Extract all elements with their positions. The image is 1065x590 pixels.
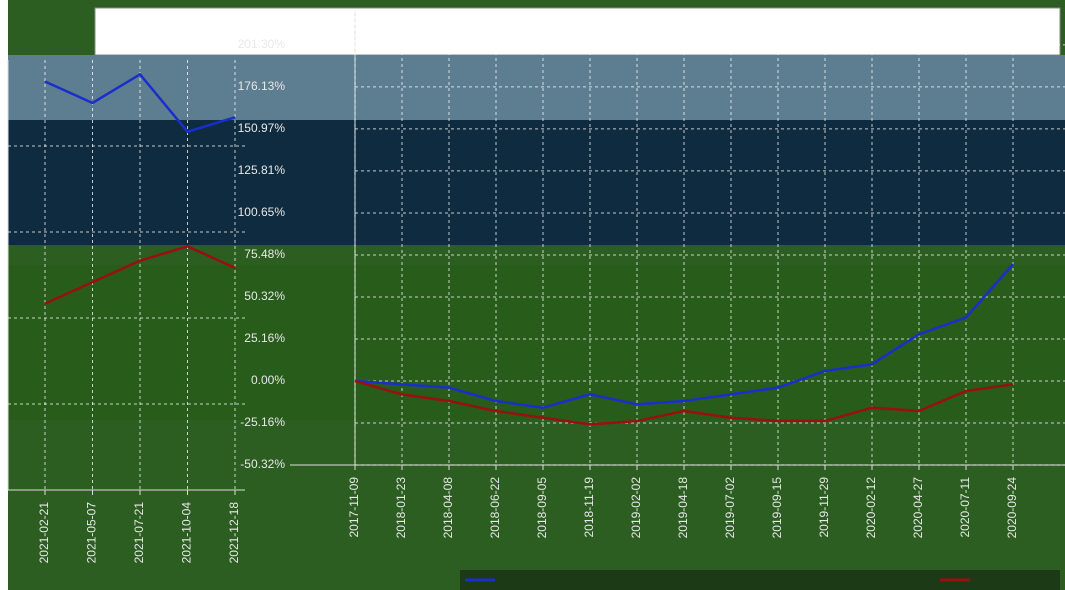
x-tick-label: 2018-01-23 <box>394 477 408 539</box>
x-tick-label: 2021-05-07 <box>85 502 99 564</box>
y-tick-label: 150.97% <box>238 121 286 135</box>
green-panel <box>8 265 1065 420</box>
band-panel <box>8 55 1065 120</box>
x-tick-label: 2020-07-11 <box>958 477 972 538</box>
x-tick-label: 2019-04-18 <box>676 477 690 539</box>
y-tick-label: 25.16% <box>244 331 285 345</box>
y-tick-label: 100.65% <box>238 205 286 219</box>
y-tick-label: 75.48% <box>244 247 285 261</box>
x-tick-label: 2021-10-04 <box>180 502 194 564</box>
series-line <box>44 72 236 134</box>
x-tick-label: 2018-11-19 <box>582 477 596 538</box>
x-tick-label: 2020-02-12 <box>864 477 878 539</box>
x-tick-label: 2021-12-18 <box>227 502 241 564</box>
x-tick-label: 2019-07-02 <box>723 477 737 539</box>
x-tick-label: 2020-04-27 <box>911 477 925 539</box>
y-tick-label: -25.16% <box>240 415 285 429</box>
x-tick-label: 2019-02-02 <box>629 477 643 539</box>
x-tick-label: 2017-11-09 <box>347 477 361 538</box>
legend-panel <box>460 570 1060 590</box>
y-tick-label: 0.00% <box>251 373 285 387</box>
y-tick-label: 201.30% <box>238 37 286 51</box>
series-line <box>354 379 1014 426</box>
x-tick-label: 2019-09-15 <box>770 477 784 539</box>
x-tick-label: 2021-07-21 <box>132 502 146 564</box>
y-tick-label: 50.32% <box>244 289 285 303</box>
left-strip <box>0 0 8 590</box>
x-tick-label: 2020-09-24 <box>1005 477 1019 539</box>
y-tick-label: 176.13% <box>238 79 286 93</box>
x-tick-label: 2019-11-29 <box>817 477 831 538</box>
x-tick-label: 2018-06-22 <box>488 477 502 539</box>
y-tick-label: 125.81% <box>238 163 286 177</box>
x-tick-label: 2018-04-08 <box>441 477 455 539</box>
top-panel <box>94 7 1061 56</box>
y-tick-label: -50.32% <box>240 457 285 471</box>
x-tick-label: 2021-02-21 <box>37 502 51 564</box>
x-tick-label: 2018-09-05 <box>535 477 549 539</box>
dark-panel <box>8 120 1065 245</box>
series-line <box>44 245 236 305</box>
series-line <box>354 263 1014 409</box>
